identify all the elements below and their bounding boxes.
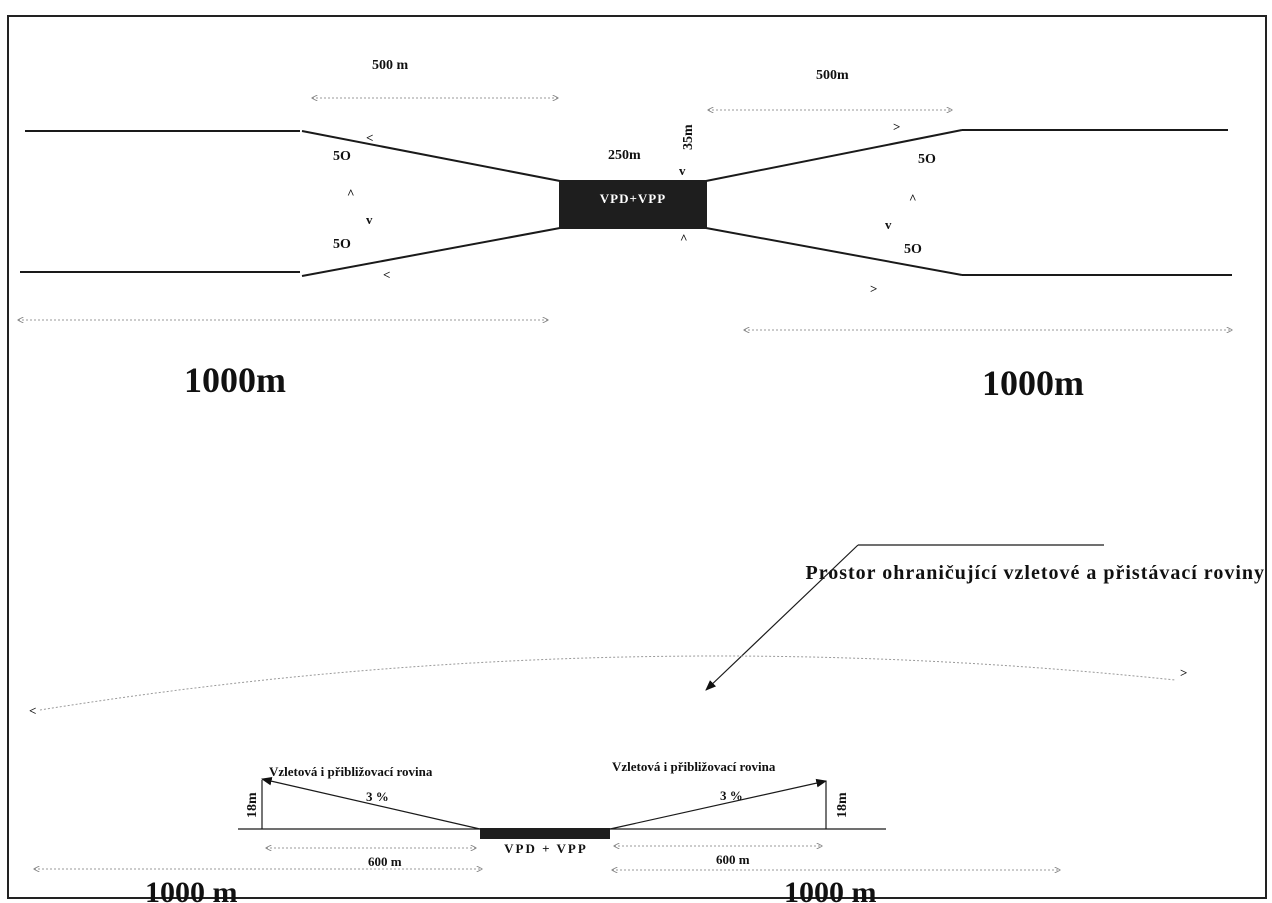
arrow-glyph: > xyxy=(1180,665,1187,680)
height-label-right: 18m xyxy=(835,792,850,818)
arrow-glyph: < xyxy=(366,130,373,145)
label-1000-right-bottom: 1000 m xyxy=(784,876,877,903)
label-1000-right: 1000m xyxy=(982,363,1084,403)
bottom-profile-diagram: < > VPD + VPP Vzletová i přibližovací ro… xyxy=(29,655,1187,903)
label-600-right: 600 m xyxy=(716,852,750,867)
left-upper-funnel xyxy=(301,130,561,182)
runway-label: VPD+VPP xyxy=(600,191,666,206)
slope-label-left: 3 % xyxy=(366,789,389,804)
arrow-glyph: < xyxy=(383,267,390,282)
angle-upper-left: 5O xyxy=(333,149,351,164)
right-lower-funnel xyxy=(705,227,963,276)
arrow-glyph: v xyxy=(679,163,686,178)
arrow-glyph: ^ xyxy=(680,231,688,246)
right-slope-line xyxy=(609,778,828,830)
angle-upper-right: 5O xyxy=(918,152,936,167)
arrow-glyph: ^ xyxy=(347,186,355,201)
runway-label-bottom: VPD + VPP xyxy=(504,841,588,856)
top-plan-diagram: VPD+VPP < ^ v < > ^ v > v ^ 500 m 500m 2… xyxy=(18,58,1232,403)
plane-label-left: Vzletová i přibližovací rovina xyxy=(269,764,433,779)
runway-bar xyxy=(480,828,610,839)
label-600-left: 600 m xyxy=(368,854,402,869)
angle-lower-right: 5O xyxy=(904,242,922,257)
arrow-glyph: > xyxy=(893,119,900,134)
slope-label-right: 3 % xyxy=(720,788,743,803)
plane-label-right: Vzletová i přibližovací rovina xyxy=(612,759,776,774)
caption-pointer-arrow xyxy=(705,544,859,691)
label-250: 250m xyxy=(608,148,641,163)
left-slope-line xyxy=(260,776,481,830)
label-35: 35m xyxy=(681,124,696,150)
right-upper-funnel xyxy=(705,129,963,182)
runway-box xyxy=(559,180,707,229)
label-1000-left: 1000m xyxy=(184,360,286,400)
arrow-glyph: ^ xyxy=(909,191,917,206)
label-500-right: 500m xyxy=(816,68,849,83)
angle-lower-left: 5O xyxy=(333,237,351,252)
arrow-glyph: v xyxy=(885,217,892,232)
arrow-glyph: v xyxy=(366,212,373,227)
label-500-left: 500 m xyxy=(372,58,409,73)
height-label-left: 18m xyxy=(245,792,260,818)
arrow-glyph: > xyxy=(870,281,877,296)
approach-surface-curve xyxy=(39,655,1176,711)
diagram-frame xyxy=(7,15,1267,899)
caption-group: Prostor ohraničující vzletové a přistáva… xyxy=(705,544,1266,691)
arrow-glyph: < xyxy=(29,703,36,718)
left-lower-funnel xyxy=(301,227,561,277)
caption-text: Prostor ohraničující vzletové a přistáva… xyxy=(806,562,1266,584)
label-1000-left-bottom: 1000 m xyxy=(145,876,238,903)
